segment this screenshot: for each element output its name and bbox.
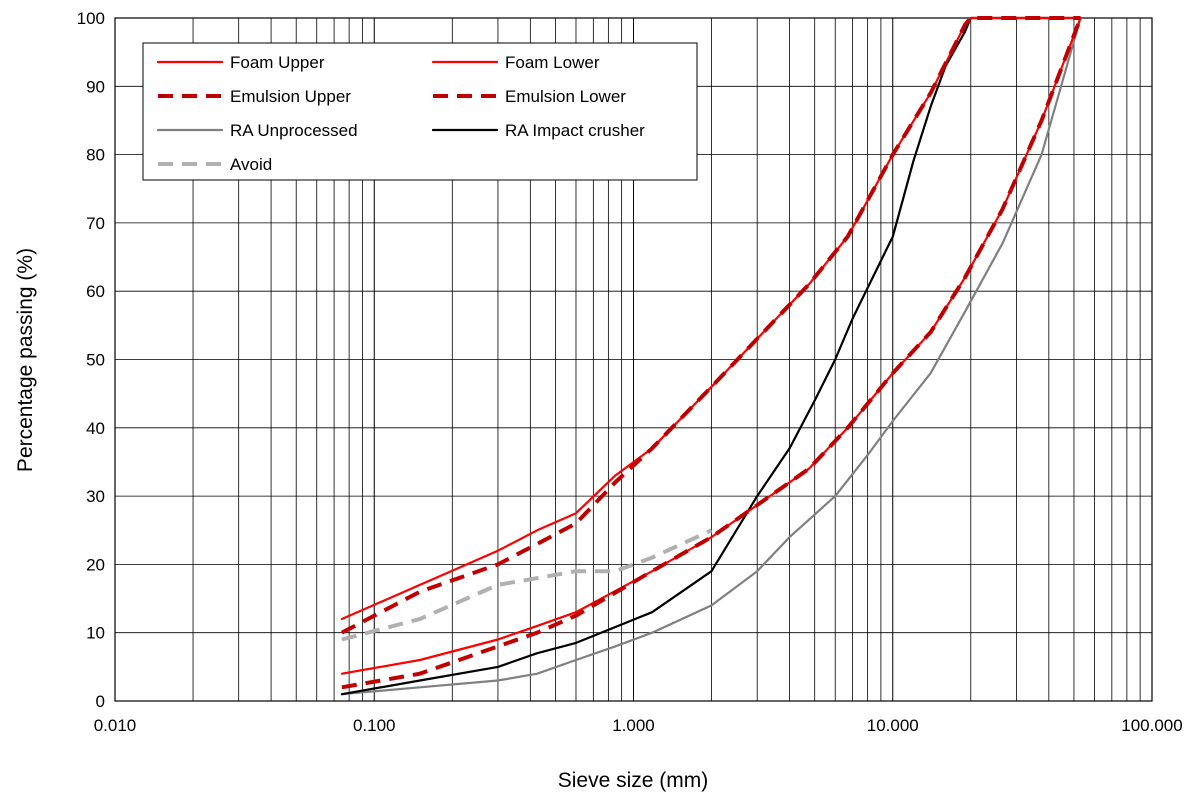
y-tick-label: 60 <box>86 282 105 301</box>
series-line-avoid <box>341 528 713 642</box>
y-tick-label: 70 <box>86 214 105 233</box>
x-tick-label: 0.100 <box>353 716 396 735</box>
y-tick-label: 30 <box>86 487 105 506</box>
legend-label: Avoid <box>230 155 272 174</box>
y-tick-label: 80 <box>86 146 105 165</box>
series-line-ra-unprocessed <box>340 16 1082 696</box>
legend-label: Foam Lower <box>505 53 600 72</box>
legend-box <box>142 42 698 181</box>
x-tick-label: 0.010 <box>94 716 137 735</box>
series-line-emulsion-upper <box>340 16 1081 635</box>
y-tick-label: 10 <box>86 624 105 643</box>
y-tick-label: 40 <box>86 419 105 438</box>
legend-label: Emulsion Upper <box>230 87 351 106</box>
tick-labels: 0 10 20 30 40 50 60 70 80 90 100 0.010 0.100 1.000 10.… <box>77 9 1183 735</box>
x-tick-label: 10.000 <box>867 716 919 735</box>
x-tick-label: 1.000 <box>612 716 655 735</box>
series-layer <box>340 16 1083 696</box>
legend-label: Emulsion Lower <box>505 87 626 106</box>
y-tick-label: 90 <box>86 77 105 96</box>
legend-label: Foam Upper <box>230 53 325 72</box>
y-tick-label: 0 <box>96 692 105 711</box>
y-tick-label: 100 <box>77 9 105 28</box>
y-axis-title: Percentage passing (%) <box>14 248 37 472</box>
x-tick-label: 100.000 <box>1121 716 1182 735</box>
legend-label: RA Unprocessed <box>230 121 358 140</box>
plot-frame <box>114 17 1153 702</box>
y-tick-label: 50 <box>86 351 105 370</box>
series-line-ra-impact-crusher <box>340 16 1082 696</box>
y-tick-label: 20 <box>86 555 105 574</box>
x-axis-title: Sieve size (mm) <box>558 769 709 792</box>
legend-label: RA Impact crusher <box>505 121 645 140</box>
series-line-emulsion-lower <box>341 17 1083 690</box>
legend: Foam Upper Foam Lower Emulsion Upper Emulsi… <box>142 42 698 181</box>
